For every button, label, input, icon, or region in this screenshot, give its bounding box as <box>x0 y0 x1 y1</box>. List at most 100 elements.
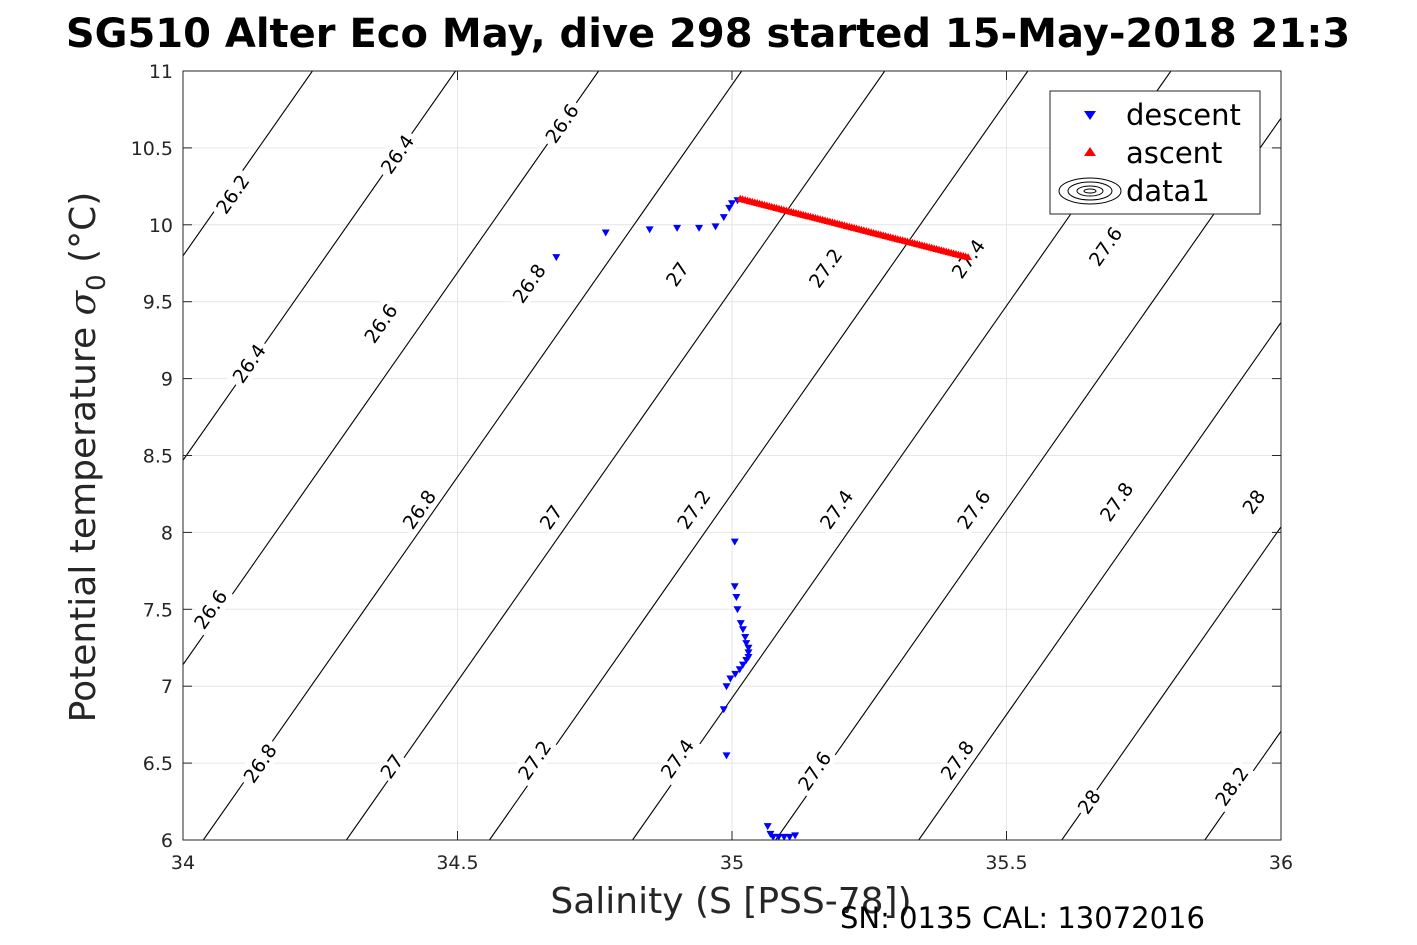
x-axis-ticks: 34 34.5 35 35.5 36 <box>171 71 1293 874</box>
descent-point <box>719 706 728 714</box>
contour-label-mask <box>1081 218 1130 274</box>
y-axis-label-sigma: σ <box>63 289 104 315</box>
descent-point <box>733 606 742 614</box>
descent-point <box>738 626 747 634</box>
descent-point <box>722 752 731 760</box>
y-tick-label: 10.5 <box>131 138 173 160</box>
y-tick-label: 9.5 <box>143 292 173 314</box>
descent-point <box>725 204 734 212</box>
descent-point <box>785 833 794 840</box>
density-contours <box>183 71 1281 840</box>
contour-label-mask <box>1207 758 1256 814</box>
descent-point <box>738 661 747 669</box>
chart-title: SG510 Alter Eco May, dive 298 started 15… <box>66 11 1350 57</box>
descent-point <box>730 583 739 591</box>
y-tick-label: 7.5 <box>143 599 173 621</box>
legend-ascent-label: ascent <box>1126 136 1222 170</box>
contour-label-mask <box>372 126 422 182</box>
descent-point <box>728 200 736 208</box>
x-tick-label: 34 <box>171 852 195 874</box>
contour-label-mask <box>235 735 285 791</box>
descent-point <box>719 214 728 222</box>
descent-point <box>731 670 740 678</box>
descent-point <box>744 644 753 652</box>
descent-point <box>744 649 753 657</box>
legend: descent ascent data1 <box>1049 90 1261 215</box>
y-tick-label: 6.5 <box>143 753 173 775</box>
descent-point <box>730 538 739 546</box>
legend-data1-label: data1 <box>1126 174 1210 208</box>
contour-line <box>345 71 886 840</box>
contour-label-mask <box>669 481 718 537</box>
contour-label-mask <box>1070 783 1107 820</box>
descent-point <box>735 666 744 674</box>
descent-point <box>774 833 783 840</box>
contour-label-mask <box>652 731 702 786</box>
contour-label-mask <box>812 481 861 537</box>
x-tick-label: 35 <box>720 852 744 874</box>
descent-point <box>711 223 720 231</box>
contour-label-mask <box>208 166 257 222</box>
contour-label-mask <box>510 732 559 788</box>
y-tick-label: 8 <box>161 522 173 544</box>
contour-label-mask <box>394 481 444 537</box>
contour-label-mask <box>532 498 569 536</box>
descent-point <box>645 226 654 234</box>
descent-point <box>601 229 610 237</box>
x-tick-label: 35.5 <box>985 852 1027 874</box>
y-tick-label: 7 <box>161 676 173 698</box>
y-axis-label-unit: (°C) <box>63 192 104 275</box>
contour-label-mask <box>537 95 586 151</box>
descent-point <box>732 593 741 601</box>
contour-label-mask <box>356 295 405 351</box>
contour-label-mask <box>659 255 695 293</box>
x-tick-label: 34.5 <box>436 852 478 874</box>
contour-label-mask <box>790 743 839 799</box>
legend-descent-label: descent <box>1126 98 1241 132</box>
contour-label-mask <box>932 732 982 788</box>
y-axis-label-main: Potential temperature <box>63 315 104 722</box>
contour-label-mask <box>801 240 850 296</box>
contour-line <box>918 321 1281 840</box>
descent-point <box>741 633 750 641</box>
y-tick-label: 11 <box>149 61 173 83</box>
x-axis-label: Salinity (S [PSS-78]) <box>550 881 911 922</box>
legend-descent-marker <box>1084 111 1096 120</box>
contour-label-mask <box>949 481 998 537</box>
contour-label-mask <box>504 255 554 311</box>
descent-point <box>736 620 745 628</box>
contour-line <box>1061 525 1281 840</box>
descent-point <box>769 833 778 840</box>
y-tick-label: 8.5 <box>143 446 173 468</box>
descent-point <box>695 224 704 232</box>
descent-point <box>791 832 800 840</box>
contour-label-mask <box>1092 474 1141 530</box>
descent-point <box>673 224 682 232</box>
y-axis-label-subscript: 0 <box>82 274 112 291</box>
y-tick-label: 10 <box>149 215 173 237</box>
legend-ascent-marker <box>1084 147 1096 156</box>
contour-line <box>183 71 600 666</box>
descent-point <box>742 657 751 665</box>
y-axis-label: Potential temperature σ0 (°C) <box>63 192 112 723</box>
contour-label-mask <box>186 581 235 637</box>
x-tick-label: 36 <box>1269 852 1293 874</box>
y-tick-label: 9 <box>161 369 173 391</box>
contour-line <box>202 71 743 840</box>
descent-point <box>763 823 772 831</box>
y-tick-label: 6 <box>161 830 173 852</box>
y-axis-ticks: 6 6.5 7 7.5 8 8.5 9 9.5 10 10.5 11 <box>131 61 1281 852</box>
descent-point <box>552 254 561 262</box>
ascent-point <box>964 253 973 261</box>
contour-label-mask <box>1235 483 1272 520</box>
contour-label-mask <box>224 335 274 391</box>
contour-label-mask <box>373 747 410 785</box>
descent-point <box>722 683 731 691</box>
ascent-series <box>736 194 973 261</box>
descent-point <box>726 675 735 683</box>
descent-point <box>780 833 789 840</box>
legend-contour-icon <box>1058 177 1122 205</box>
contour-line <box>489 71 1029 840</box>
